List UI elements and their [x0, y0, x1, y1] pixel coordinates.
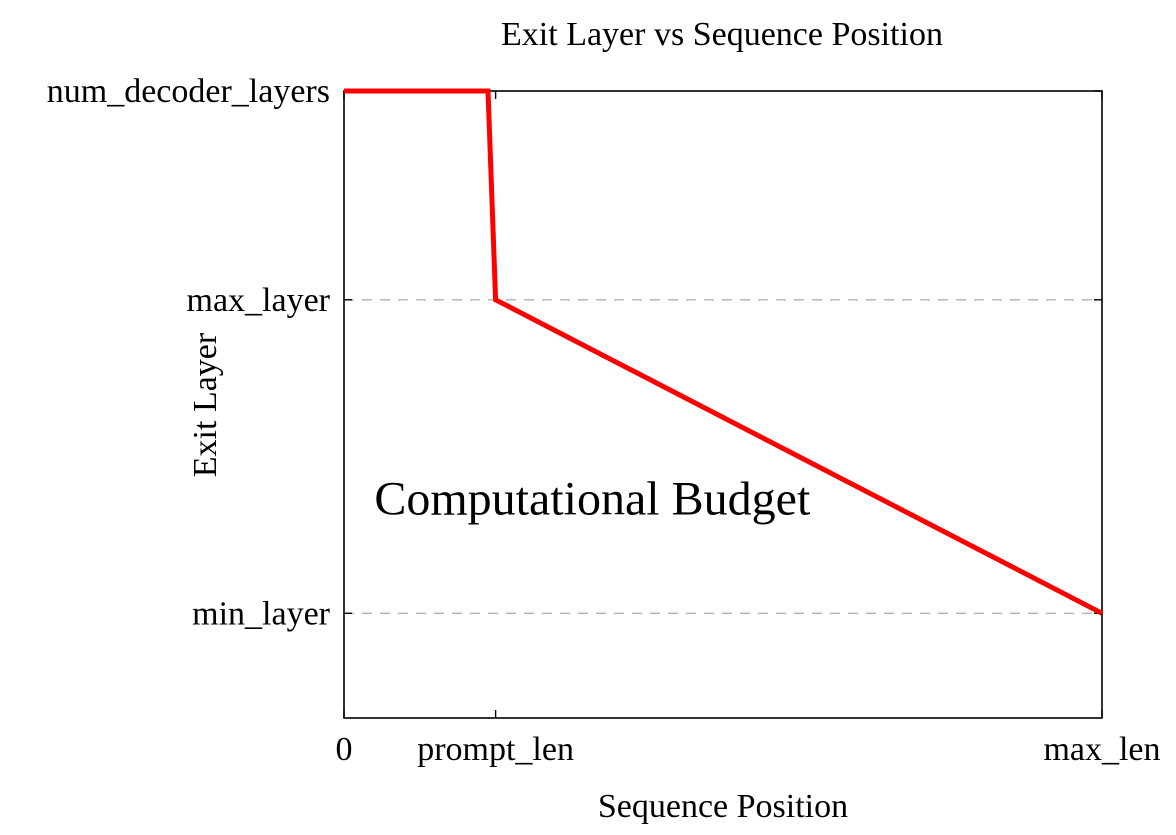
x-axis-ticks: 0 prompt_len max_len	[336, 91, 1161, 768]
x-tick-label-1: prompt_len	[417, 731, 574, 768]
y-axis-ticks: min_layer max_layer num_decoder_layers	[47, 73, 1102, 632]
x-tick-label-2: max_len	[1043, 731, 1160, 768]
x-tick-label-0: 0	[336, 731, 353, 768]
y-tick-label-1: max_layer	[187, 282, 331, 319]
series-line-0	[344, 88, 1104, 616]
series-group	[344, 88, 1104, 616]
annotation-computational-budget: Computational Budget	[374, 473, 811, 526]
y-tick-label-0: min_layer	[192, 595, 331, 632]
plot-frame	[343, 90, 1103, 719]
y-axis-label: Exit Layer	[187, 332, 224, 477]
chart-title: Exit Layer vs Sequence Position	[501, 16, 943, 53]
x-axis-label: Sequence Position	[598, 788, 848, 825]
y-tick-label-2: num_decoder_layers	[47, 73, 330, 110]
gridlines	[344, 299, 1102, 614]
